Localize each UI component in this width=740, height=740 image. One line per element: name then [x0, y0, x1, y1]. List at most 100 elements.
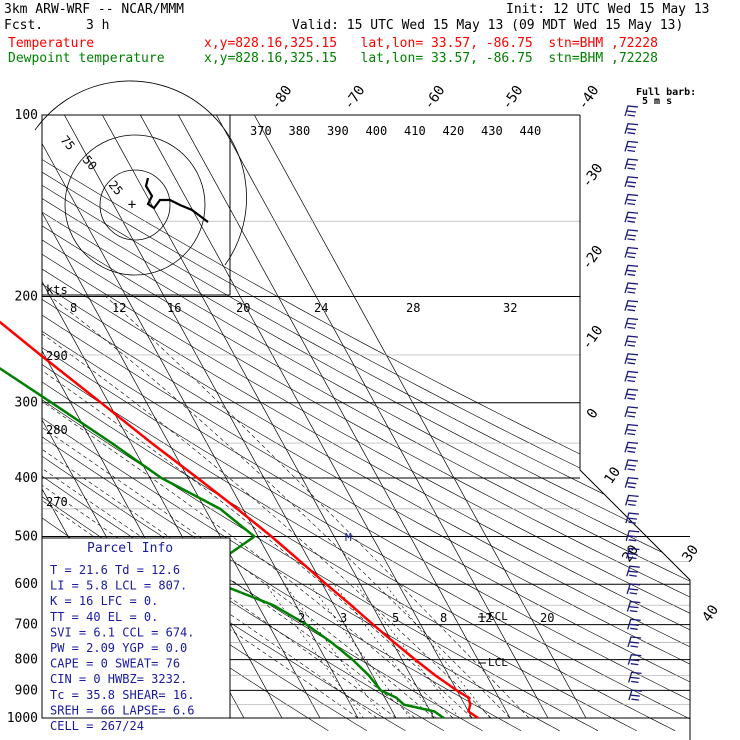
mixing-label: 28 [406, 301, 420, 315]
parcel-info-row: SVI = 6.1 CCL = 674. [50, 625, 195, 639]
mixing-label-small: 2 [298, 611, 305, 625]
hodograph-trace [144, 177, 209, 223]
wind-barb [625, 547, 640, 560]
moist-adiabat-line [105, 296, 530, 719]
dry-adiabat-line [42, 127, 690, 732]
wind-barb [624, 158, 639, 170]
mixing-label: 8 [70, 301, 77, 315]
isotherm-line [140, 115, 473, 719]
wind-barb [624, 176, 639, 188]
wind-barb [624, 140, 639, 153]
pressure-label: 100 [15, 108, 38, 123]
parcel-info-row: CIN = 0 HWBZ= 3232. [50, 672, 187, 686]
parcel-info-row: T = 21.6 Td = 12.6 [50, 563, 180, 577]
dry-adiabat-line [42, 127, 560, 732]
model-title: 3km ARW-WRF -- NCAR/MMM [4, 2, 185, 17]
ccl-marker: CCL [488, 610, 508, 623]
parcel-info-row: K = 16 LFC = 0. [50, 594, 158, 608]
legend-dewpoint: Dewpoint temperature [8, 51, 165, 66]
moist-adiabat-line [42, 296, 492, 719]
wind-barb [627, 671, 642, 684]
wind-barb [626, 565, 640, 577]
isotherm-label: 10 [601, 464, 624, 487]
wind-barb [624, 353, 639, 365]
isotherm-line [42, 115, 359, 719]
isotherm-label: -50 [499, 83, 527, 113]
hodograph-ring-label: 50 [80, 153, 100, 173]
m-marker: M [345, 531, 352, 544]
mixing-label-small: 12 [478, 611, 492, 625]
isotherm-line [102, 115, 435, 719]
isotherm-label: 30 [679, 542, 702, 565]
theta-label: 400 [366, 124, 388, 138]
dry-adiabat-line [42, 127, 690, 732]
mixing-ratio-line [384, 584, 491, 719]
dry-adiabat-line [42, 127, 690, 732]
wind-barb [624, 264, 639, 276]
mixing-label: 20 [236, 301, 250, 315]
wind-barb [624, 317, 639, 330]
theta-label: 420 [443, 124, 465, 138]
isotherm-label: -10 [579, 323, 607, 353]
barb-legend-unit: 5 m s [642, 96, 672, 107]
dry-adiabat-line [42, 127, 690, 732]
moist-adiabat-line [42, 296, 473, 719]
hodograph-kts-label: kts [46, 283, 68, 297]
moist-adiabat-line [42, 296, 359, 719]
isotherm-line [254, 115, 587, 719]
wind-barb [624, 476, 639, 489]
dry-adiabat-line [42, 127, 690, 732]
wind-barb [624, 105, 639, 117]
init-time: Init: 12 UTC Wed 15 May 13 [506, 2, 710, 17]
hodograph-ring-label: 75 [58, 133, 78, 153]
parcel-info-row: SREH = 66 LAPSE= 6.6 [50, 703, 195, 717]
isotherm-line [64, 115, 397, 719]
wind-barb [625, 530, 640, 542]
mixing-label-small: 3 [340, 611, 347, 625]
pressure-label: 900 [15, 683, 38, 698]
wind-barb [624, 335, 639, 347]
wind-barb [624, 370, 639, 383]
fcst-label: Fcst. [4, 18, 44, 33]
isotherm-label: -70 [341, 83, 369, 113]
mixing-label-small: 5 [392, 611, 399, 625]
wind-barb [624, 229, 639, 241]
pressure-label: 500 [15, 529, 38, 544]
pressure-label: 200 [15, 290, 38, 305]
theta-label: 390 [327, 124, 349, 138]
theta-label: 380 [289, 124, 311, 138]
dry-adiabat-line [42, 127, 599, 732]
wind-barb [624, 406, 639, 418]
dry-adiabat-line [42, 127, 522, 732]
parcel-info-row: PW = 2.09 YGP = 0.0 [50, 641, 187, 655]
wind-barb [627, 636, 642, 648]
theta-label: 440 [520, 124, 542, 138]
wind-barb [627, 618, 641, 630]
wind-barb [624, 459, 639, 471]
dry-adiabat-line [42, 127, 690, 732]
dry-adiabat-line [42, 127, 690, 732]
dry-adiabat-line [42, 127, 690, 732]
theta-label: 370 [250, 124, 272, 138]
pressure-label: 1000 [7, 711, 38, 726]
pressure-label: 700 [15, 618, 38, 633]
parcel-info-row: CELL = 267/24 [50, 719, 144, 733]
moist-adiabat-line [42, 296, 454, 719]
wind-barb [627, 653, 642, 666]
pressure-label: 400 [15, 471, 38, 486]
dry-adiabat-line [42, 127, 690, 732]
wind-barb [624, 211, 639, 223]
wind-barb [624, 494, 639, 507]
parcel-info-row: TT = 40 EL = 0. [50, 610, 158, 624]
isotherm-label: -80 [268, 83, 296, 113]
dewpoint-location: x,y=828.16,325.15 lat,lon= 33.57, -86.75… [204, 51, 658, 66]
pressure-label: 300 [15, 396, 38, 411]
isotherm-label: -30 [579, 161, 607, 191]
right-border [579, 115, 691, 740]
dry-adiabat-line [42, 127, 690, 732]
wind-barb [624, 122, 639, 135]
dry-adiabat-line [42, 127, 637, 732]
isotherm-line [42, 115, 321, 719]
mixing-label-small: 20 [540, 611, 554, 625]
